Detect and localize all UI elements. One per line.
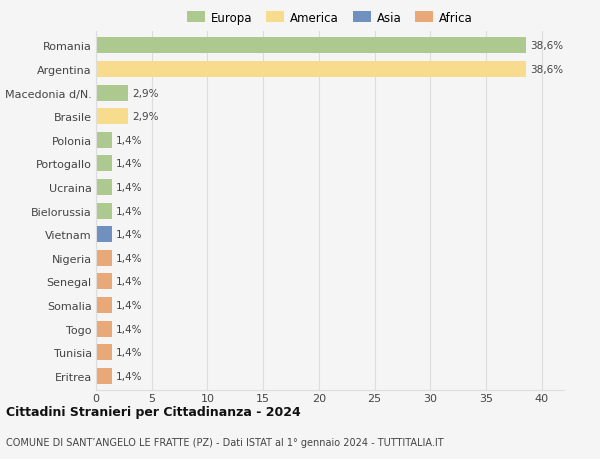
Bar xyxy=(96,297,112,313)
Bar xyxy=(96,321,112,337)
Bar xyxy=(96,133,112,149)
Text: 1,4%: 1,4% xyxy=(115,324,142,334)
Bar xyxy=(96,227,112,243)
Text: 1,4%: 1,4% xyxy=(115,159,142,169)
Text: 1,4%: 1,4% xyxy=(115,253,142,263)
Bar xyxy=(96,38,526,54)
Text: 1,4%: 1,4% xyxy=(115,135,142,146)
Bar xyxy=(96,344,112,360)
Text: 38,6%: 38,6% xyxy=(530,41,563,51)
Bar xyxy=(96,62,526,78)
Text: 2,9%: 2,9% xyxy=(132,89,159,98)
Text: 1,4%: 1,4% xyxy=(115,230,142,240)
Text: 2,9%: 2,9% xyxy=(132,112,159,122)
Text: 1,4%: 1,4% xyxy=(115,206,142,216)
Text: COMUNE DI SANT’ANGELO LE FRATTE (PZ) - Dati ISTAT al 1° gennaio 2024 - TUTTITALI: COMUNE DI SANT’ANGELO LE FRATTE (PZ) - D… xyxy=(6,437,443,447)
Text: 1,4%: 1,4% xyxy=(115,300,142,310)
Text: 1,4%: 1,4% xyxy=(115,277,142,287)
Bar xyxy=(96,368,112,384)
Bar xyxy=(96,156,112,172)
Text: 38,6%: 38,6% xyxy=(530,65,563,75)
Bar xyxy=(96,203,112,219)
Text: 1,4%: 1,4% xyxy=(115,183,142,193)
Bar xyxy=(96,274,112,290)
Bar xyxy=(96,109,128,125)
Bar xyxy=(96,250,112,266)
Text: 1,4%: 1,4% xyxy=(115,347,142,358)
Text: 1,4%: 1,4% xyxy=(115,371,142,381)
Legend: Europa, America, Asia, Africa: Europa, America, Asia, Africa xyxy=(185,9,475,27)
Bar xyxy=(96,85,128,101)
Text: Cittadini Stranieri per Cittadinanza - 2024: Cittadini Stranieri per Cittadinanza - 2… xyxy=(6,405,301,419)
Bar xyxy=(96,179,112,196)
